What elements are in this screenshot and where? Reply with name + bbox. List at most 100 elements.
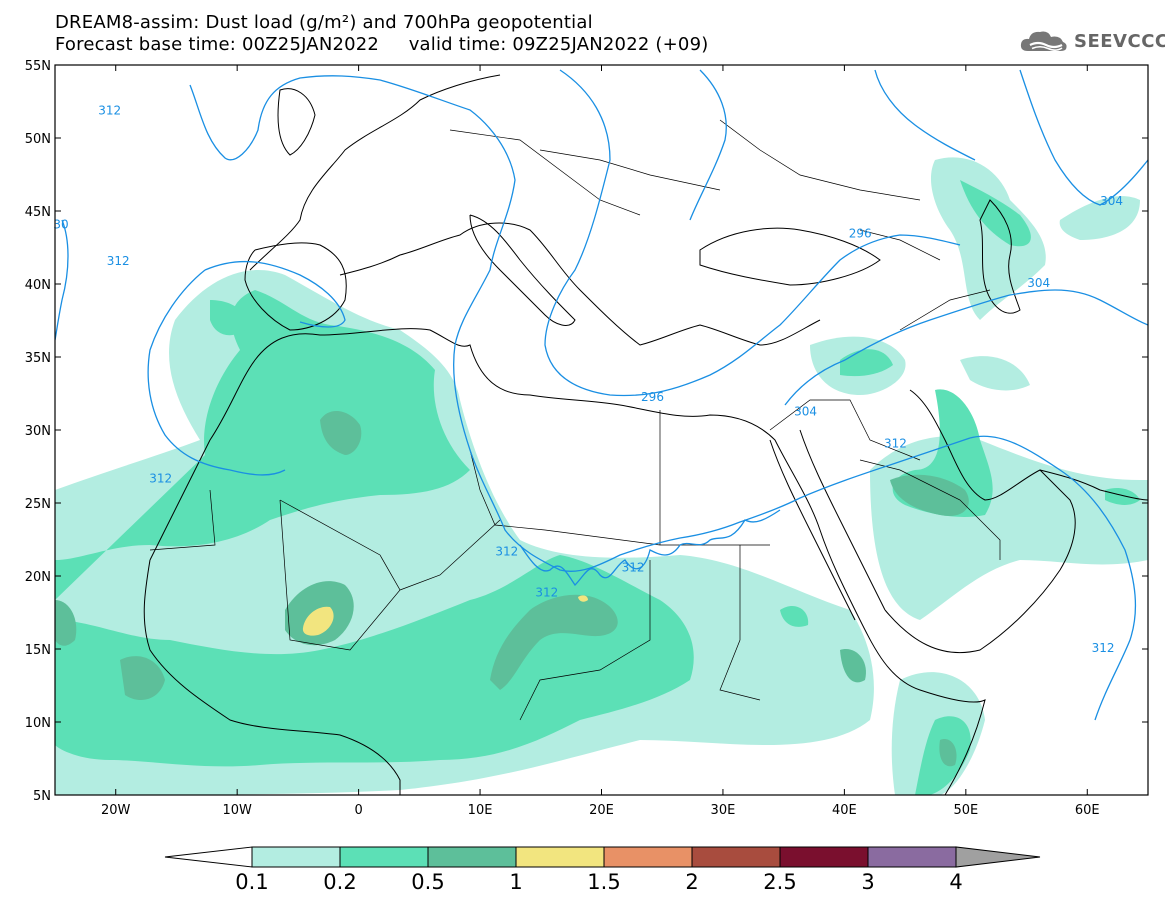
dust-region-light — [960, 356, 1030, 391]
lat-tick-label: 15N — [25, 643, 51, 658]
geopotential-contours — [55, 69, 1148, 721]
dust-region-medium — [960, 180, 1031, 247]
dust-region-light — [870, 436, 1148, 620]
contour-304 — [784, 289, 1148, 406]
dust-region-dense — [55, 600, 77, 646]
dust-region-dense — [939, 739, 957, 767]
contour-label: 312 — [107, 254, 130, 268]
dust-region-medium — [780, 605, 809, 627]
dust-region-dense — [890, 474, 969, 516]
colorbar-label: 1.5 — [587, 870, 620, 894]
lon-tick-label: 30E — [711, 803, 736, 818]
lat-tick-label: 30N — [25, 424, 51, 439]
lat-tick-label: 55N — [25, 59, 51, 74]
lat-tick-label: 10N — [25, 716, 51, 731]
contour-label: 312 — [1092, 641, 1115, 655]
uk-coast — [277, 88, 316, 156]
contour-label: 296 — [641, 390, 664, 404]
caspian-coast — [979, 199, 1021, 314]
seevccc-logo: SEEVCCC — [1018, 26, 1165, 56]
lon-tick-label: 10W — [222, 803, 252, 818]
europe-coast — [249, 74, 821, 346]
contour-label: 312 — [98, 104, 121, 118]
colorbar-segment — [339, 846, 429, 868]
contour-labels: 312 312 312 312 312 312 312 312 296 296 304 304 304 3… — [53, 104, 1123, 655]
colorbar-segment — [515, 846, 605, 868]
contour-label: 312 — [884, 437, 907, 451]
contour-312-atlantic-edge — [55, 219, 69, 341]
contour-312-west — [189, 75, 971, 572]
contour-label: 312 — [535, 586, 558, 600]
dust-region-medium — [55, 290, 694, 767]
dust-region-peak — [578, 595, 588, 602]
colorbar-segment — [691, 846, 781, 868]
contour-north — [874, 69, 976, 161]
colorbar-segment — [779, 846, 869, 868]
contour-label: 312 — [622, 561, 645, 575]
contour-label: 30 — [53, 218, 68, 232]
colorbar: 0.1 0.2 0.5 1 1.5 2 2.5 3 4 — [164, 846, 1041, 894]
lat-tick-label: 5N — [33, 789, 51, 804]
iberia-coast — [244, 242, 347, 331]
contour-296 — [544, 69, 961, 397]
lon-tick-label: 0 — [354, 803, 362, 818]
contour-label: 312 — [495, 545, 518, 559]
lat-tick-label: 25N — [25, 497, 51, 512]
colorbar-label: 3 — [861, 870, 874, 894]
dust-region-medium — [1105, 488, 1140, 505]
coastlines — [143, 74, 1148, 795]
dust-region-dense — [320, 410, 362, 455]
dust-region-medium — [210, 300, 246, 336]
colorbar-label: 1 — [509, 870, 522, 894]
lon-tick-label: 10E — [468, 803, 493, 818]
dust-region-dense — [840, 649, 866, 683]
forecast-time-line: Forecast base time: 00Z25JAN2022 valid t… — [55, 34, 709, 55]
gulf-coast — [1039, 469, 1148, 501]
lon-tick-label: 50E — [953, 803, 978, 818]
arabia-coast — [884, 389, 1076, 654]
cloud-icon — [1020, 31, 1067, 51]
contour-312-east — [969, 435, 1137, 721]
lat-tick-label: 40N — [25, 278, 51, 293]
colorbar-label: 2.5 — [763, 870, 796, 894]
dust-shading — [55, 157, 1148, 795]
map-title: DREAM8-assim: Dust load (g/m²) and 700hP… — [55, 12, 593, 33]
colorbar-left-arrow — [164, 846, 253, 868]
africa-coast-west — [143, 559, 401, 795]
dust-region-light — [930, 157, 1046, 320]
lat-tick-label: 35N — [25, 351, 51, 366]
lon-tick-label: 20E — [589, 803, 614, 818]
contour-label: 304 — [794, 404, 817, 418]
colorbar-label: 0.5 — [411, 870, 444, 894]
colorbar-label: 0.2 — [323, 870, 356, 894]
contour-label: 304 — [1027, 276, 1050, 290]
colorbar-label: 2 — [685, 870, 698, 894]
latitude-axis: 55N 50N 45N 40N 35N 30N 25N 20N 15N 10N 5N — [25, 59, 1148, 804]
lat-tick-label: 45N — [25, 205, 51, 220]
dust-region-peak — [302, 606, 334, 636]
longitude-axis: 20W 10W 0 10E 20E 30E 40E 50E 60E — [101, 65, 1100, 818]
africa-coast — [149, 328, 986, 795]
lon-tick-label: 60E — [1075, 803, 1100, 818]
contour-312-atlantic — [147, 260, 346, 476]
colorbar-right-arrow — [955, 846, 1041, 868]
dust-region-medium — [840, 349, 893, 377]
red-sea-coast — [769, 429, 886, 621]
contour-label: 312 — [149, 472, 172, 486]
border-lines — [149, 119, 1001, 721]
colorbar-segment — [867, 846, 957, 868]
contour-304-northeast — [1019, 69, 1148, 206]
lat-tick-label: 50N — [25, 132, 51, 147]
contour-label: 296 — [849, 226, 872, 240]
lon-tick-label: 40E — [832, 803, 857, 818]
contour-312-wavy — [519, 509, 781, 587]
dust-region-dense — [120, 656, 165, 700]
colorbar-segment — [251, 846, 341, 868]
dust-region-dense — [490, 594, 618, 690]
colorbar-segment — [603, 846, 693, 868]
italy-coast — [469, 214, 576, 326]
lon-tick-label: 20W — [101, 803, 131, 818]
logo-text: SEEVCCC — [1074, 30, 1165, 52]
contour-296-north — [689, 69, 727, 221]
